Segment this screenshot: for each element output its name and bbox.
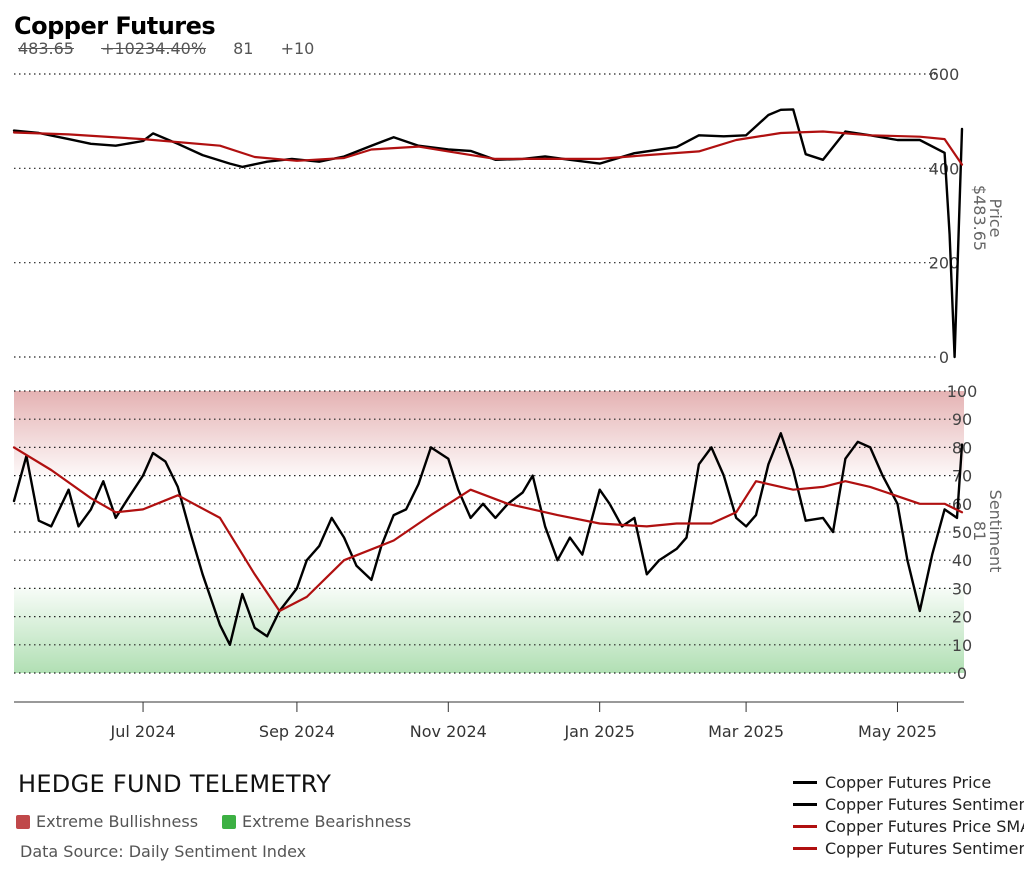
extreme-bearishness-zone (14, 588, 964, 673)
legend-line-sentiment (793, 802, 817, 806)
legend-price-sma-label: Copper Futures Price SMA (825, 816, 1024, 836)
legend-bearish-label: Extreme Bearishness (242, 812, 412, 831)
price-y-tick-label: 0 (939, 348, 949, 367)
legend-bullish-label: Extreme Bullishness (36, 812, 199, 831)
bearish-swatch (222, 814, 236, 829)
legend-sentiment-sma-label: Copper Futures Sentiment SMA (825, 838, 1024, 858)
legend-sentiment-label: Copper Futures Sentiment (825, 794, 1024, 814)
sentiment-y-tick-label: 0 (957, 664, 967, 683)
sentiment-y-tick-label: 70 (952, 467, 972, 486)
bullish-swatch (16, 814, 30, 829)
legend-bullish: Extreme Bullishness (16, 812, 198, 831)
extreme-bullishness-zone (14, 391, 964, 475)
legend-line-price (793, 780, 817, 784)
sentiment-y-tick-label: 90 (952, 410, 972, 429)
sentiment-y-tick-label: 20 (952, 608, 972, 627)
sentiment-series-line (12, 432, 964, 646)
x-axis-tick-label: Mar 2025 (708, 722, 784, 741)
sentiment-y-tick-label: 30 (952, 579, 972, 598)
price-value: 483.65 (18, 39, 74, 58)
x-axis-tick-label: May 2025 (858, 722, 937, 741)
price-axis-label: Price (986, 198, 1005, 237)
sentiment-change: +10 (280, 39, 315, 58)
legend-price-sma[interactable]: Copper Futures Price SMA (793, 815, 1024, 837)
price-stats: 483.65 +10234.40% 81 +10 (18, 39, 336, 58)
x-axis-tick-label: Sep 2024 (259, 722, 335, 741)
legend-line-price-sma (793, 824, 817, 828)
sentiment-y-tick-label: 40 (952, 551, 972, 570)
legend-sentiment[interactable]: Copper Futures Sentiment (793, 793, 1024, 815)
legend-bearish: Extreme Bearishness (222, 812, 411, 831)
price-y-tick-label: 200 (929, 254, 960, 273)
x-axis-tick-label: Nov 2024 (410, 722, 487, 741)
sentiment-y-tick-label: 50 (952, 523, 972, 542)
brand-name: HEDGE FUND TELEMETRY (18, 770, 332, 798)
legend-line-sentiment-sma (793, 846, 817, 850)
x-axis-tick-label: Jul 2024 (109, 722, 175, 741)
price-axis-value: $483.65 (970, 185, 989, 251)
legend-price[interactable]: Copper Futures Price (793, 771, 1024, 793)
data-source: Data Source: Daily Sentiment Index (20, 842, 307, 861)
chart-title: Copper Futures (14, 12, 216, 40)
price-sma-line (12, 130, 964, 166)
price-change: +10234.40% (101, 39, 207, 58)
legend-price-label: Copper Futures Price (825, 772, 992, 792)
sentiment-sma-line (12, 446, 964, 613)
legend-sentiment-sma[interactable]: Copper Futures Sentiment SMA (793, 837, 1024, 859)
sentiment-axis-value: 81 (970, 521, 989, 541)
sentiment-y-tick-label: 10 (952, 636, 972, 655)
sentiment-y-tick-label: 100 (947, 382, 978, 401)
sentiment-y-tick-label: 60 (952, 495, 972, 514)
series-legend: Copper Futures Price Copper Futures Sent… (793, 771, 1024, 859)
price-y-tick-label: 400 (929, 159, 960, 178)
x-axis-tick-label: Jan 2025 (563, 722, 634, 741)
price-series-line (12, 108, 964, 359)
price-y-tick-label: 600 (929, 65, 960, 84)
sentiment-axis-label: Sentiment (986, 490, 1005, 573)
sentiment-value: 81 (233, 39, 254, 58)
